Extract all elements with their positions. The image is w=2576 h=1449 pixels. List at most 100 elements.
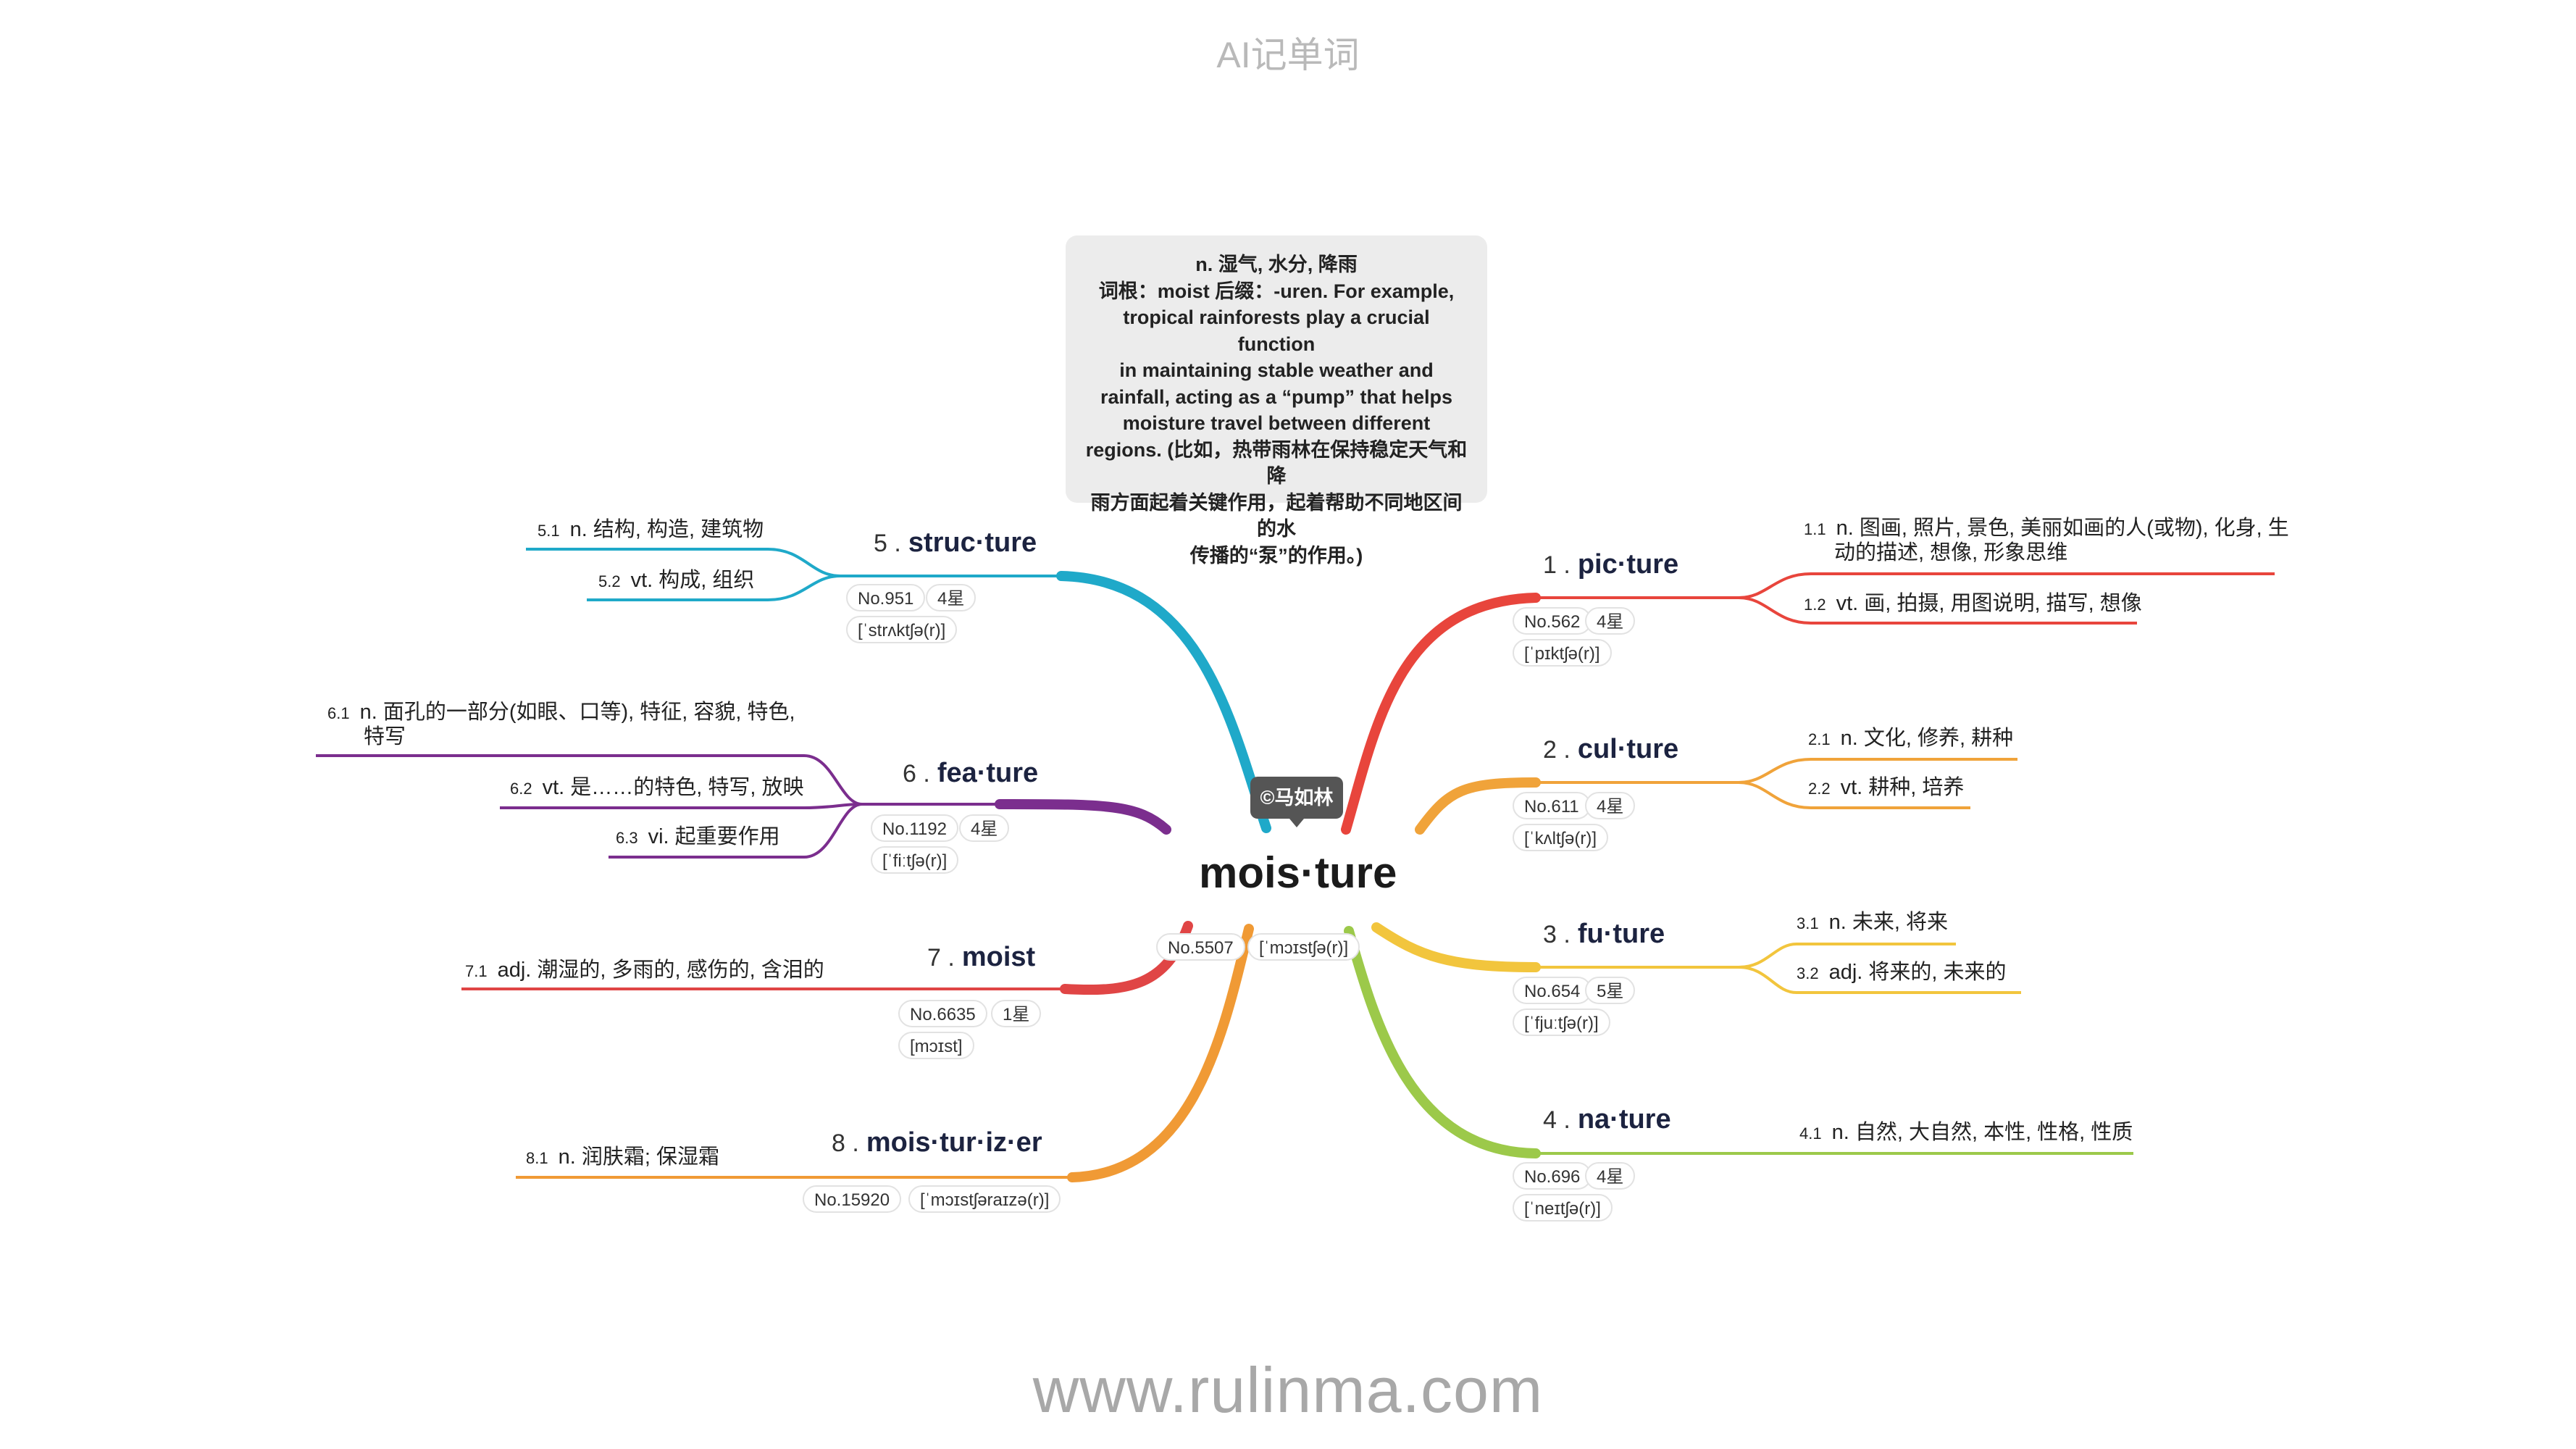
definition-8-1: 8.1 n. 润肤霜; 保湿霜: [526, 1145, 719, 1171]
branch-word-label: fea·ture: [937, 758, 1039, 788]
definition-number: 3.2: [1797, 964, 1819, 982]
note-line: regions. (比如，热带雨林在保持稳定天气和降: [1085, 438, 1468, 488]
phonetic-pill: [ˈpɪktʃə(r)]: [1513, 639, 1612, 667]
center-phonetic-pill: [ˈmɔɪstʃə(r)]: [1247, 933, 1360, 961]
phonetic-pill: [ˈfjuːtʃə(r)]: [1513, 1009, 1610, 1036]
phonetic-pill: [ˈkʌltʃə(r)]: [1513, 824, 1608, 851]
phonetic-pill: [mɔɪst]: [898, 1032, 974, 1059]
connector-d31: [1738, 943, 1956, 969]
branch-word-3[interactable]: 3 . fu·ture: [1543, 919, 1665, 950]
branch-word-label: cul·ture: [1577, 734, 1679, 764]
branch-word-label: moist: [961, 942, 1036, 972]
definition-number: 7.1: [465, 962, 488, 980]
stars-pill: 4星: [959, 814, 1010, 842]
connector-d32: [1738, 966, 2021, 994]
definition-text: n. 文化, 修养, 耕种: [1840, 727, 2014, 750]
footer-url[interactable]: www.rulinma.com: [1032, 1354, 1544, 1426]
definition-6-2: 6.2 vt. 是……的特色, 特写, 放映: [510, 775, 804, 801]
branch-number: 8 .: [832, 1129, 859, 1157]
connector-d11: [1738, 572, 2275, 599]
stars-pill: 4星: [926, 584, 977, 611]
phonetic-pill: [ˈstrʌktʃə(r)]: [846, 616, 958, 643]
definition-number: 4.1: [1799, 1124, 1822, 1143]
definition-text: vt. 耕种, 培养: [1840, 776, 1965, 799]
branch-word-5[interactable]: 5 . struc·ture: [874, 527, 1037, 559]
no-pill: No.6635: [898, 1000, 987, 1027]
trunk-5: [1056, 571, 1271, 833]
stars-pill: 5星: [1585, 977, 1636, 1004]
definition-number: 1.1: [1804, 520, 1826, 538]
branch-number: 2 .: [1543, 736, 1571, 764]
branch-number: 1 .: [1543, 551, 1571, 579]
definition-text: n. 自然, 大自然, 本性, 性格, 性质: [1831, 1121, 2133, 1144]
connector-d61: [316, 754, 863, 806]
definition-number: 3.1: [1797, 914, 1819, 932]
branch-word-label: na·ture: [1577, 1104, 1671, 1135]
trunk-4: [1344, 926, 1541, 1158]
definition-1-1-cont: 动的描述, 想像, 形象思维: [1834, 541, 2068, 564]
definition-text: n. 润肤霜; 保湿霜: [558, 1145, 719, 1169]
no-pill: No.611: [1513, 792, 1591, 819]
stars-pill: 4星: [1585, 1162, 1636, 1190]
phonetic-pill: [ˈmɔɪstʃəraɪzə(r)]: [908, 1185, 1061, 1213]
connector-d52: [587, 575, 841, 601]
definition-text: vt. 是……的特色, 特写, 放映: [542, 776, 804, 799]
definition-note: n. 湿气, 水分, 降雨 词根：moist 后缀：-uren. For exa…: [1066, 235, 1487, 567]
definition-2-1: 2.1 n. 文化, 修养, 耕种: [1808, 726, 2013, 752]
center-number-pill: No.5507: [1156, 933, 1245, 961]
connector-d21: [1738, 758, 2017, 784]
definition-text: vt. 画, 拍摄, 用图说明, 描写, 想像: [1836, 592, 2142, 615]
note-line: rainfall, acting as a “pump” that helps: [1100, 385, 1453, 408]
branch-word-6[interactable]: 6 . fea·ture: [903, 758, 1038, 789]
definition-4-1: 4.1 n. 自然, 大自然, 本性, 性格, 性质: [1799, 1120, 2133, 1146]
stars-pill: 1星: [991, 1000, 1042, 1027]
definition-text: vt. 构成, 组织: [630, 569, 755, 592]
definition-number: 6.3: [616, 829, 638, 847]
definition-6-3: 6.3 vi. 起重要作用: [616, 824, 780, 851]
definition-7-1: 7.1 adj. 潮湿的, 多雨的, 感伤的, 含泪的: [465, 958, 824, 984]
note-line: moisture travel between different: [1122, 412, 1431, 434]
no-pill: No.1192: [871, 814, 958, 842]
definition-text: adj. 潮湿的, 多雨的, 感伤的, 含泪的: [497, 959, 824, 982]
connector-d22: [1738, 781, 1970, 809]
app-title: AI记单词: [1216, 35, 1360, 75]
branch-word-label: fu·ture: [1577, 919, 1665, 949]
definition-text: n. 图画, 照片, 景色, 美丽如画的人(或物), 化身, 生: [1836, 517, 2289, 540]
definition-5-2: 5.2 vt. 构成, 组织: [598, 568, 754, 594]
definition-5-1: 5.1 n. 结构, 构造, 建筑物: [538, 517, 764, 543]
note-line: n. 湿气, 水分, 降雨: [1195, 254, 1358, 275]
definition-2-2: 2.2 vt. 耕种, 培养: [1808, 775, 1964, 801]
branch-word-label: struc·ture: [908, 527, 1037, 558]
connector-d51: [526, 548, 841, 577]
note-line: in maintaining stable weather and: [1119, 359, 1434, 381]
trunk-2: [1415, 777, 1541, 835]
definition-number: 8.1: [526, 1149, 548, 1167]
branch-word-7[interactable]: 7 . moist: [927, 942, 1035, 973]
definition-number: 2.1: [1808, 730, 1831, 748]
definition-6-1: 6.1 n. 面孔的一部分(如眼、口等), 特征, 容貌, 特色,: [327, 700, 795, 726]
branch-word-2[interactable]: 2 . cul·ture: [1543, 734, 1678, 765]
branch-word-8[interactable]: 8 . mois·tur·iz·er: [832, 1127, 1042, 1158]
definition-text: n. 结构, 构造, 建筑物: [569, 518, 764, 541]
center-word[interactable]: mois·ture: [1199, 848, 1397, 897]
trunk-6: [995, 799, 1171, 835]
trunk-3: [1371, 922, 1541, 972]
branch-number: 5 .: [874, 530, 901, 557]
definition-number: 6.1: [327, 704, 350, 722]
definition-text: adj. 将来的, 未来的: [1828, 961, 2007, 984]
trunk-8: [1067, 924, 1254, 1182]
stars-pill: 4星: [1585, 607, 1636, 635]
phonetic-pill: [ˈfiːtʃə(r)]: [871, 846, 959, 874]
no-pill: No.562: [1513, 607, 1592, 635]
definition-text: vi. 起重要作用: [648, 825, 780, 848]
connector-d63: [609, 803, 863, 859]
connector-d12: [1738, 596, 2137, 625]
branch-word-1[interactable]: 1 . pic·ture: [1543, 549, 1678, 580]
branch-word-4[interactable]: 4 . na·ture: [1543, 1104, 1671, 1135]
branch-number: 7 .: [927, 944, 955, 972]
trunk-1: [1341, 593, 1541, 835]
definition-3-1: 3.1 n. 未来, 将来: [1797, 910, 1948, 936]
definition-text: n. 面孔的一部分(如眼、口等), 特征, 容貌, 特色,: [359, 701, 795, 724]
no-pill: No.951: [846, 584, 926, 611]
